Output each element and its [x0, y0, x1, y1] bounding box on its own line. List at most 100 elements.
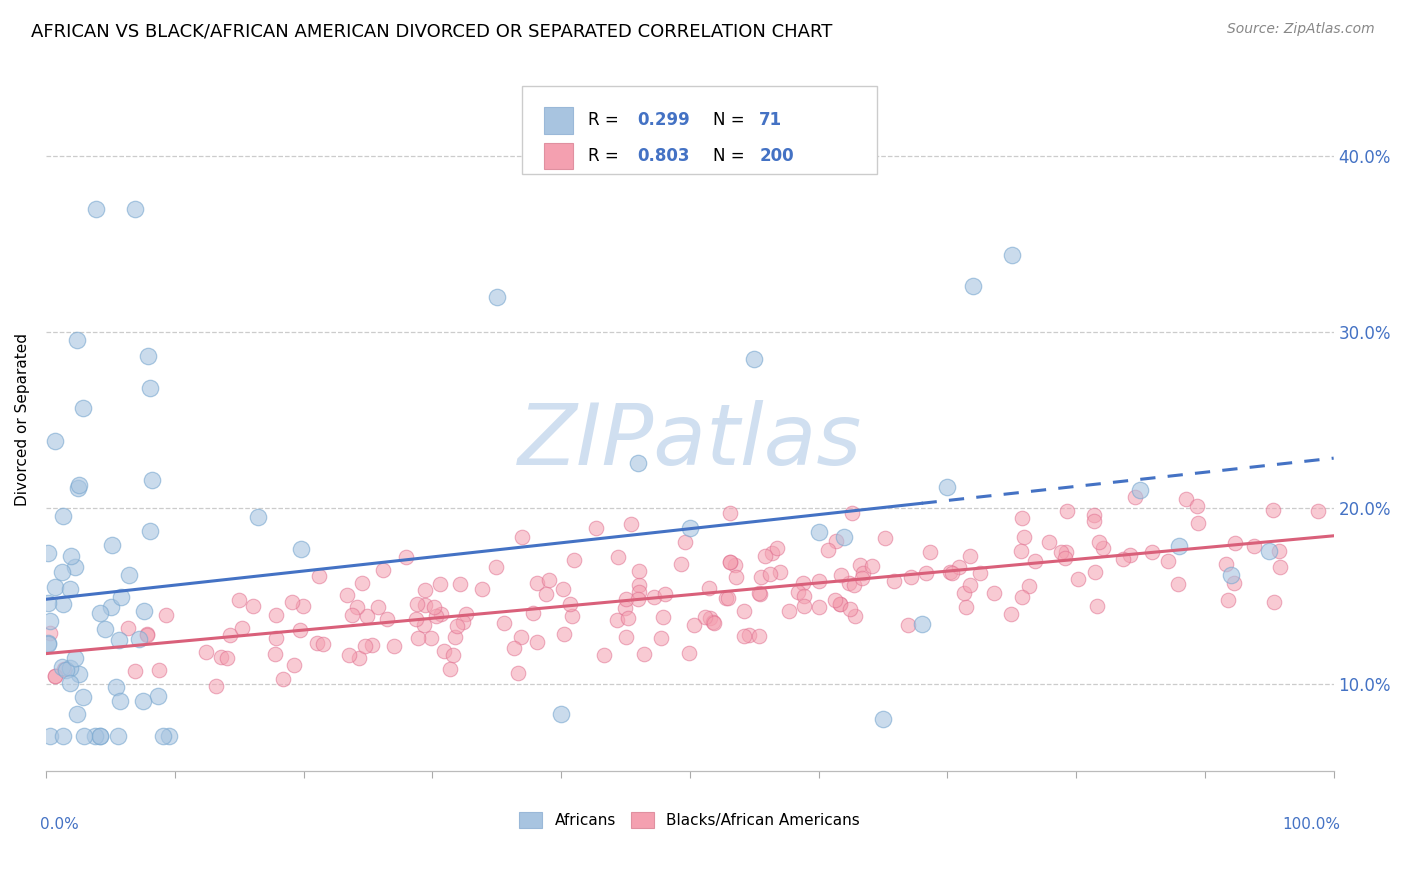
Point [59, 549, 82, 563]
Point [627, 591, 650, 606]
Point [742, 352, 765, 367]
Point [1000, 607, 1022, 622]
Point [910, 616, 932, 631]
Point [312, 637, 335, 651]
Point [1174, 491, 1197, 506]
Point [550, 707, 572, 722]
Point [340, 608, 363, 623]
Point [1067, 572, 1090, 586]
Point [1223, 576, 1246, 591]
Text: R =: R = [588, 112, 624, 129]
Point [1119, 548, 1142, 562]
Point [89, 729, 111, 743]
Point [683, 618, 706, 632]
Point [844, 609, 866, 624]
Point [1084, 565, 1107, 579]
Point [699, 581, 721, 595]
Point [52, 508, 75, 523]
Point [1024, 554, 1046, 568]
Point [620, 517, 643, 532]
Text: N =: N = [713, 147, 749, 165]
Point [72, 401, 94, 416]
Point [703, 616, 725, 631]
Point [807, 574, 830, 589]
Point [838, 575, 860, 590]
Point [1087, 535, 1109, 549]
Point [897, 618, 920, 632]
Point [1140, 545, 1163, 559]
Point [128, 632, 150, 646]
Point [83, 729, 105, 743]
Point [714, 591, 737, 606]
Point [66, 706, 89, 721]
Point [679, 521, 702, 535]
Point [1267, 544, 1289, 558]
Point [617, 611, 640, 625]
FancyBboxPatch shape [523, 87, 876, 174]
Point [108, 694, 131, 708]
Point [508, 666, 530, 681]
Point [336, 588, 359, 602]
Point [702, 615, 724, 629]
Point [614, 630, 637, 644]
Point [778, 604, 800, 618]
Point [308, 569, 330, 583]
Point [134, 605, 156, 619]
Point [678, 646, 700, 660]
Point [218, 628, 240, 642]
Point [339, 648, 361, 662]
Point [105, 681, 128, 695]
Point [551, 582, 574, 596]
Point [37, 637, 59, 651]
Point [562, 553, 585, 567]
Point [39, 626, 62, 640]
Text: R =: R = [588, 147, 624, 165]
Point [148, 690, 170, 704]
Point [522, 606, 544, 620]
Point [900, 570, 922, 584]
Bar [544, 107, 572, 134]
Point [141, 473, 163, 487]
Point [733, 629, 755, 643]
Text: Source: ZipAtlas.com: Source: ZipAtlas.com [1227, 22, 1375, 37]
Text: ZIPatlas: ZIPatlas [517, 400, 862, 483]
Point [1111, 552, 1133, 566]
Point [349, 651, 371, 665]
Point [606, 613, 628, 627]
Point [360, 638, 382, 652]
Point [561, 609, 583, 624]
Point [693, 610, 716, 624]
Point [1054, 545, 1077, 559]
Point [650, 631, 672, 645]
Point [607, 550, 630, 565]
Point [117, 621, 139, 635]
Point [89, 729, 111, 743]
Point [962, 279, 984, 293]
Legend: Africans, Blacks/African Americans: Africans, Blacks/African Americans [513, 805, 866, 834]
Point [131, 694, 153, 708]
Point [553, 627, 575, 641]
Point [1018, 579, 1040, 593]
Point [627, 564, 650, 578]
Point [63, 650, 86, 665]
Point [766, 541, 789, 555]
Point [953, 586, 976, 600]
Point [433, 644, 456, 658]
Point [748, 629, 770, 643]
Point [485, 560, 508, 574]
Point [55, 663, 77, 677]
Point [749, 570, 772, 584]
Point [849, 558, 872, 573]
Point [824, 592, 846, 607]
Point [110, 591, 132, 605]
Point [1258, 544, 1281, 558]
Point [834, 530, 856, 544]
Point [593, 648, 616, 662]
Point [873, 531, 896, 545]
Point [718, 556, 741, 570]
Point [585, 521, 607, 535]
Point [471, 582, 494, 596]
Point [67, 477, 90, 491]
Point [839, 602, 862, 616]
Point [652, 609, 675, 624]
